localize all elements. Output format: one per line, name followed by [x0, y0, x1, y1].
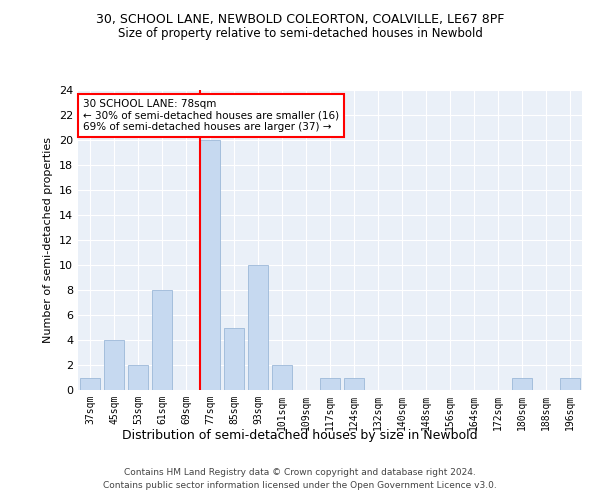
Bar: [248, 265, 268, 390]
Bar: [224, 328, 244, 390]
Text: Contains HM Land Registry data © Crown copyright and database right 2024.: Contains HM Land Registry data © Crown c…: [124, 468, 476, 477]
Bar: [560, 378, 580, 390]
Bar: [320, 378, 340, 390]
Bar: [344, 378, 364, 390]
Bar: [272, 365, 292, 390]
Text: Contains public sector information licensed under the Open Government Licence v3: Contains public sector information licen…: [103, 480, 497, 490]
Text: Distribution of semi-detached houses by size in Newbold: Distribution of semi-detached houses by …: [122, 428, 478, 442]
Y-axis label: Number of semi-detached properties: Number of semi-detached properties: [43, 137, 53, 343]
Text: 30, SCHOOL LANE, NEWBOLD COLEORTON, COALVILLE, LE67 8PF: 30, SCHOOL LANE, NEWBOLD COLEORTON, COAL…: [96, 12, 504, 26]
Bar: [128, 365, 148, 390]
Text: 30 SCHOOL LANE: 78sqm
← 30% of semi-detached houses are smaller (16)
69% of semi: 30 SCHOOL LANE: 78sqm ← 30% of semi-deta…: [83, 99, 339, 132]
Bar: [200, 140, 220, 390]
Bar: [104, 340, 124, 390]
Bar: [152, 290, 172, 390]
Bar: [80, 378, 100, 390]
Text: Size of property relative to semi-detached houses in Newbold: Size of property relative to semi-detach…: [118, 28, 482, 40]
Bar: [512, 378, 532, 390]
